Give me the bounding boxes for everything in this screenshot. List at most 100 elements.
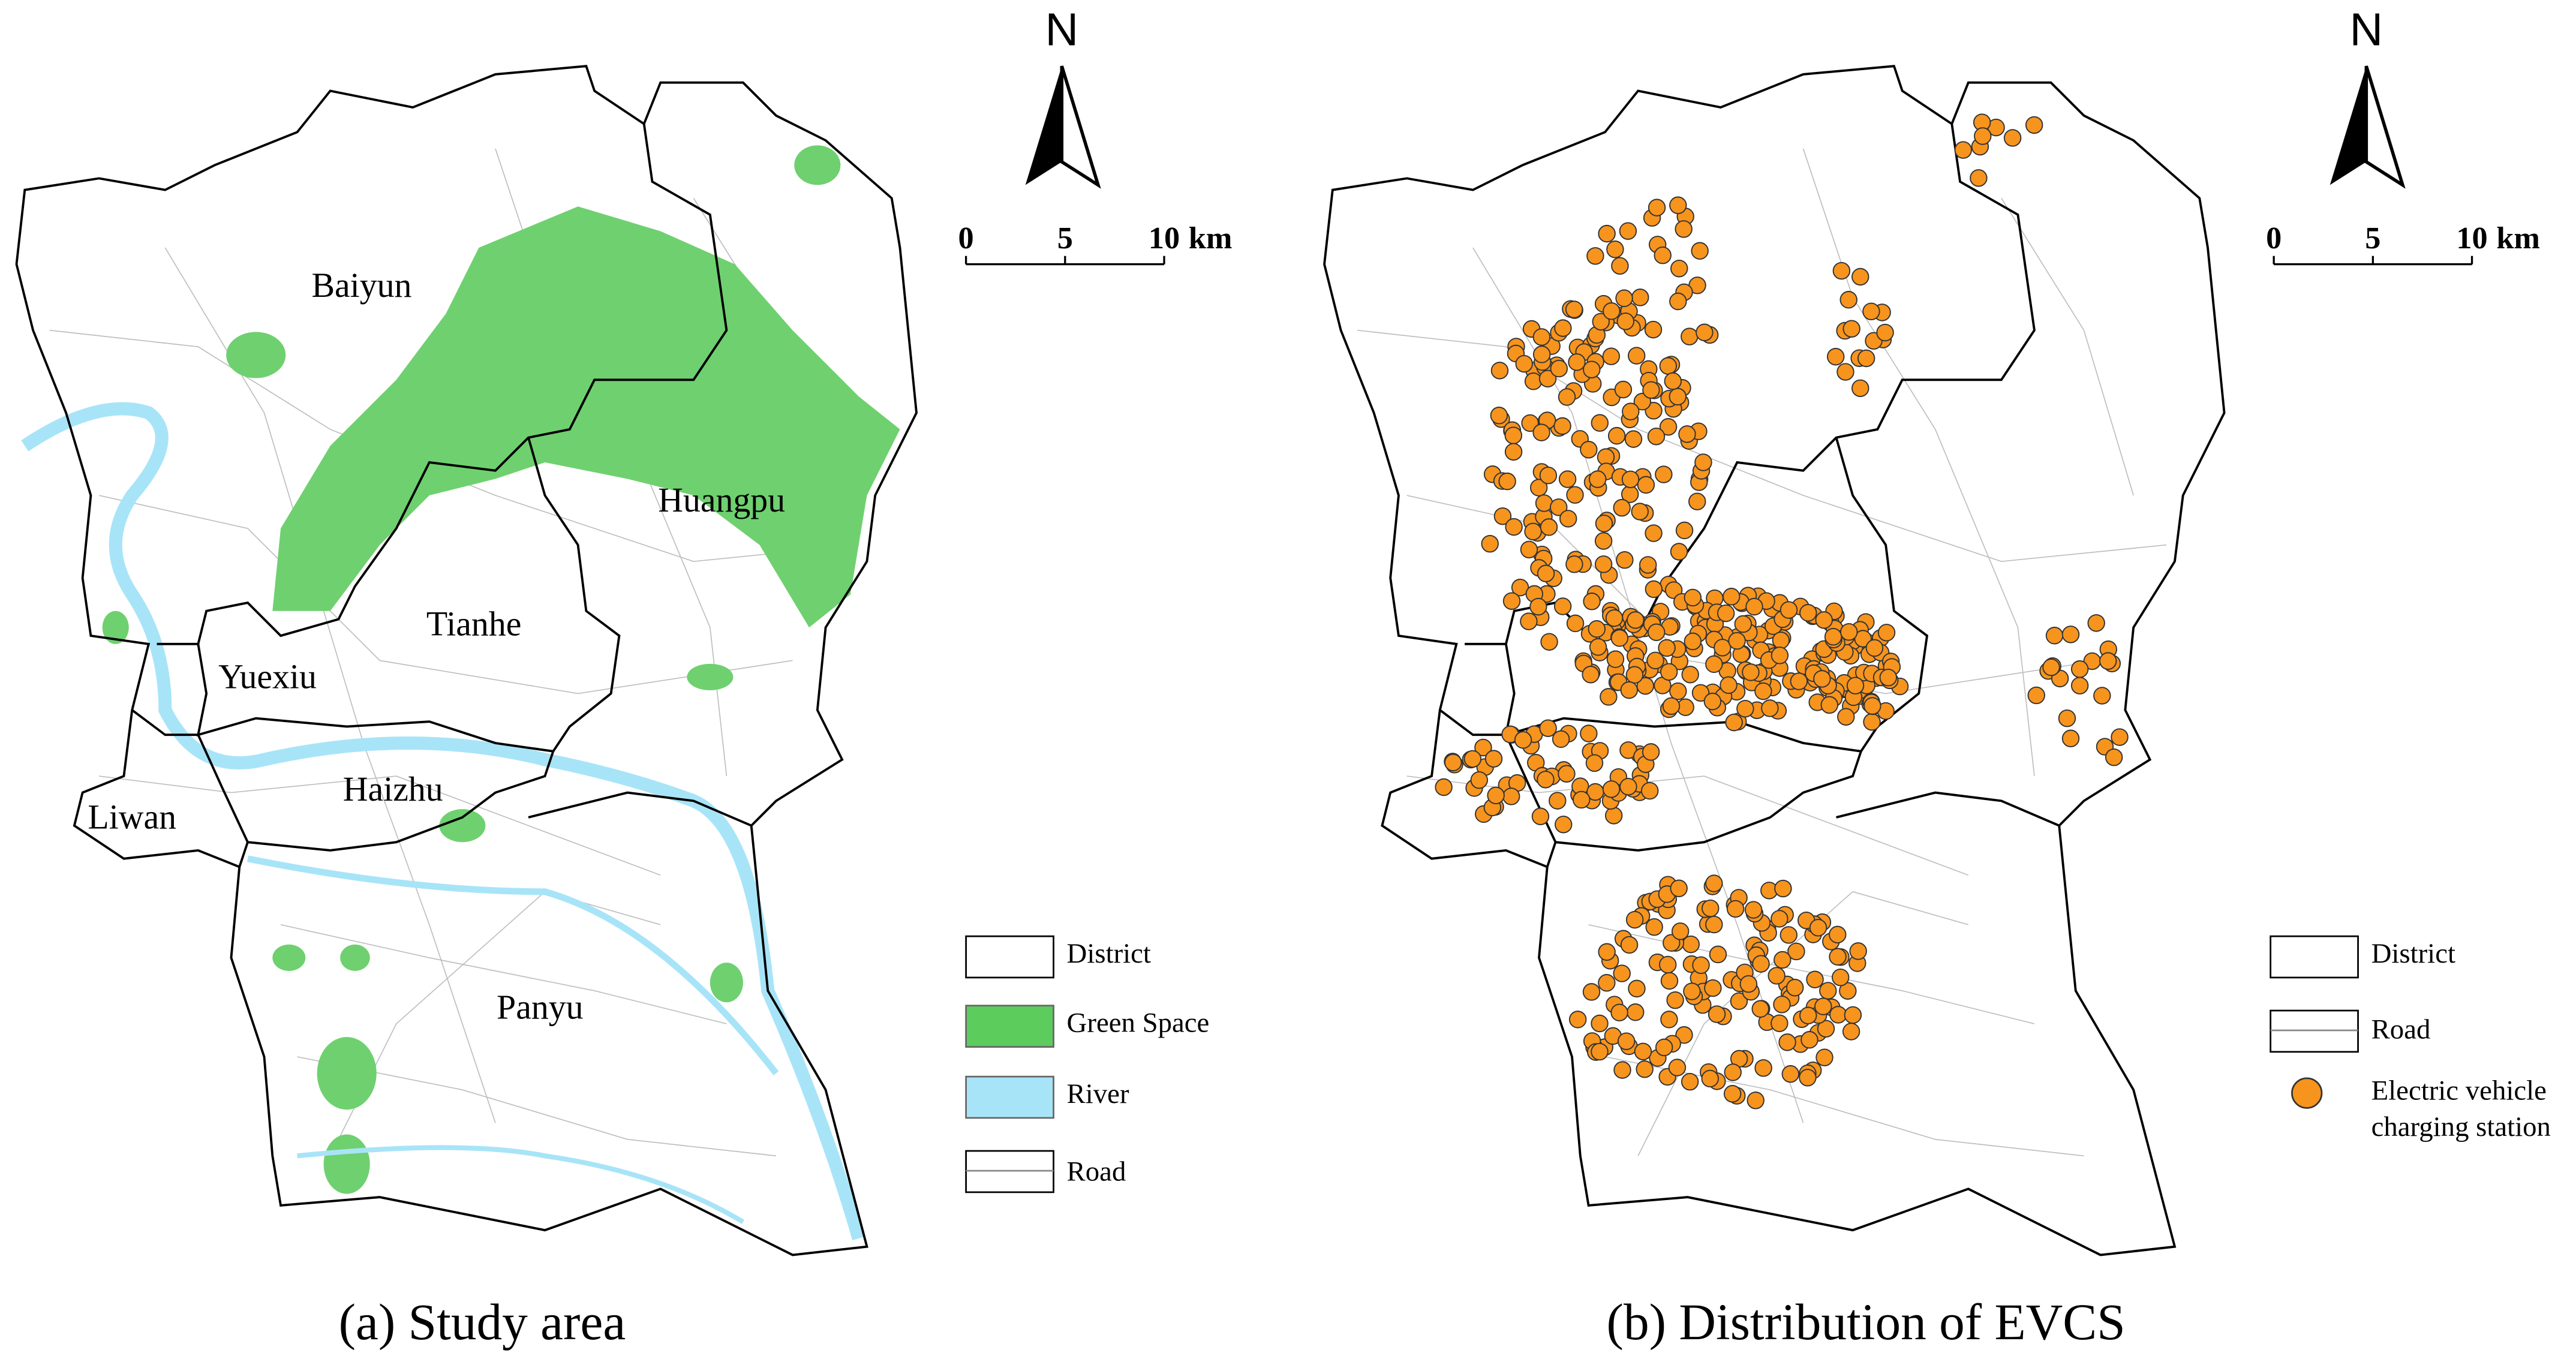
station-dot bbox=[1675, 521, 1694, 540]
scale-unit: km bbox=[2496, 221, 2540, 255]
station-dot bbox=[1607, 426, 1626, 445]
station-dot bbox=[1520, 612, 1538, 630]
station-dot bbox=[1640, 781, 1659, 800]
station-dot bbox=[1668, 1059, 1687, 1077]
station-dot bbox=[1781, 1065, 1800, 1083]
station-dot bbox=[1493, 507, 1512, 525]
station-dot bbox=[2061, 626, 2080, 644]
station-dot bbox=[1774, 951, 1792, 969]
station-dot bbox=[1631, 288, 1649, 306]
station-dot bbox=[1879, 668, 1898, 687]
station-dot bbox=[1645, 918, 1663, 936]
district-label: Baiyun bbox=[311, 266, 411, 305]
station-dot bbox=[1532, 328, 1551, 346]
station-dot bbox=[1771, 647, 1789, 665]
station-dot bbox=[1484, 750, 1503, 768]
district-label: Tianhe bbox=[426, 605, 521, 644]
station-dot bbox=[1481, 534, 1499, 553]
legend-label: River bbox=[1067, 1078, 1129, 1110]
station-dot bbox=[2093, 687, 2111, 705]
station-dot bbox=[1863, 713, 1881, 731]
station-dot bbox=[1723, 1085, 1742, 1103]
station-dot bbox=[2070, 677, 2089, 694]
station-dot bbox=[1842, 1023, 1860, 1041]
station-dot bbox=[2045, 627, 2064, 645]
station-dot bbox=[1504, 443, 1523, 461]
station-dot bbox=[1535, 494, 1553, 512]
station-dot bbox=[1537, 564, 1555, 582]
legend-label: Road bbox=[1067, 1156, 1126, 1187]
station-dot bbox=[1655, 1038, 1673, 1057]
station-dot bbox=[1487, 786, 1505, 805]
station-dot bbox=[1692, 956, 1710, 975]
scale-tick: 10 bbox=[2456, 221, 2487, 255]
station-dot bbox=[1553, 417, 1571, 435]
station-dot bbox=[1832, 261, 1851, 280]
station-dot bbox=[1559, 510, 1577, 528]
station-dot bbox=[1602, 347, 1621, 365]
station-dot bbox=[1532, 423, 1550, 441]
station-dot bbox=[1627, 611, 1645, 629]
station-dot bbox=[1627, 347, 1646, 365]
north-scale-a: N 0 5 10 km bbox=[958, 4, 1232, 266]
station-dot bbox=[1566, 614, 1585, 633]
district-label: Liwan bbox=[88, 798, 176, 837]
station-dot bbox=[1580, 724, 1598, 742]
caption: (b) Distribution of EVCS bbox=[1607, 1294, 2126, 1351]
station-dot bbox=[1736, 700, 1754, 718]
station-dot bbox=[1771, 1014, 1789, 1032]
station-dot bbox=[1660, 972, 1679, 990]
station-dot bbox=[1809, 919, 1827, 937]
north-label: N bbox=[2350, 4, 2383, 55]
station-dot bbox=[1654, 246, 1672, 264]
station-dot bbox=[2058, 709, 2076, 727]
station-dot bbox=[1817, 1020, 1835, 1038]
station-dot bbox=[1588, 470, 1607, 488]
station-dot bbox=[1631, 503, 1649, 521]
station-dot bbox=[1598, 974, 1616, 992]
station-dot bbox=[1954, 141, 1973, 159]
station-dot bbox=[1591, 1042, 1609, 1061]
station-dot bbox=[1660, 1011, 1678, 1029]
station-dot bbox=[1622, 402, 1640, 420]
station-dot bbox=[1435, 778, 1453, 796]
district-label: Haizhu bbox=[343, 769, 443, 808]
scale-tick: 5 bbox=[2365, 221, 2380, 255]
station-dot bbox=[1610, 629, 1629, 647]
station-dot bbox=[1615, 289, 1633, 308]
station-dot bbox=[1703, 692, 1722, 711]
station-dot bbox=[1851, 267, 1869, 286]
station-dot bbox=[1849, 942, 1867, 960]
station-dot bbox=[1636, 677, 1655, 695]
station-dot bbox=[1611, 257, 1629, 275]
station-dot bbox=[1619, 222, 1637, 240]
station-dot bbox=[1658, 639, 1676, 657]
legend-label: Green Space bbox=[1067, 1008, 1210, 1039]
station-dot bbox=[2111, 728, 2129, 746]
station-dot bbox=[1801, 1031, 1818, 1049]
station-dot bbox=[1613, 498, 1631, 517]
station-dot bbox=[1648, 623, 1666, 641]
station-dot bbox=[1814, 997, 1832, 1015]
station-dot bbox=[1642, 381, 1660, 399]
station-dot bbox=[1659, 357, 1678, 375]
station-dot bbox=[1588, 620, 1606, 638]
station-dot bbox=[1774, 879, 1792, 898]
station-dot bbox=[1524, 522, 1542, 541]
station-dot bbox=[1684, 632, 1702, 651]
station-dot bbox=[1691, 684, 1710, 702]
station-dot bbox=[1787, 942, 1805, 961]
station-dot bbox=[1744, 901, 1763, 919]
station-dot bbox=[1857, 349, 1875, 368]
station-dot bbox=[1644, 320, 1663, 339]
station-dot bbox=[1602, 780, 1621, 798]
station-dot bbox=[2003, 129, 2022, 147]
station-dot bbox=[1705, 874, 1723, 892]
station-dot bbox=[1669, 387, 1687, 406]
station-dot bbox=[1663, 934, 1681, 952]
station-dot bbox=[1616, 551, 1634, 569]
station-dot bbox=[1610, 1003, 1628, 1022]
station-dot bbox=[1851, 379, 1869, 398]
station-dot bbox=[1582, 983, 1601, 1001]
legend-label: District bbox=[2371, 938, 2455, 969]
